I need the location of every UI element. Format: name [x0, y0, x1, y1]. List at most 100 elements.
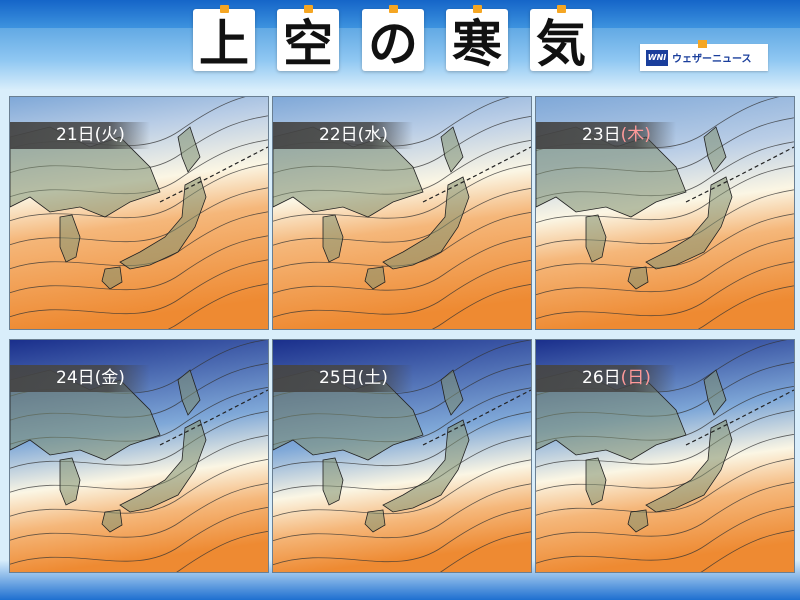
date-day: 22日	[319, 125, 358, 145]
land-mass	[59, 214, 81, 263]
boundary-line	[422, 146, 531, 203]
land-mass	[322, 214, 344, 263]
date-label: 23日(木)	[536, 122, 676, 149]
pin-icon	[220, 5, 229, 13]
isotherm-line	[10, 259, 268, 318]
land-mass	[645, 419, 733, 513]
title-char: 空	[277, 5, 339, 73]
boundary-line	[159, 146, 268, 203]
date-weekday: (火)	[94, 125, 125, 145]
isotherm-line	[536, 409, 794, 468]
title-char: 上	[193, 5, 255, 73]
land-mass	[703, 126, 727, 173]
pin-icon	[304, 5, 313, 13]
isotherm-line	[700, 529, 794, 572]
isotherm-line	[10, 235, 268, 294]
land-mass	[585, 214, 607, 263]
land-mass	[440, 369, 464, 416]
boundary-line	[685, 389, 794, 446]
land-mass	[101, 266, 123, 290]
pin-icon	[557, 5, 566, 13]
forecast-map-panel: 24日(金)	[9, 339, 269, 573]
isotherm-line	[536, 237, 794, 296]
isotherm-line	[273, 507, 531, 566]
pin-icon	[473, 5, 482, 13]
land-mass	[645, 176, 733, 270]
land-mass	[101, 509, 123, 533]
date-day: 25日	[319, 368, 358, 388]
forecast-map-panel: 22日(水)	[272, 96, 532, 330]
isotherm-line	[273, 235, 531, 294]
date-label: 22日(水)	[273, 122, 413, 149]
brand-badge: WNI ウェザーニュース	[640, 40, 768, 71]
title-char: の	[362, 5, 424, 73]
isotherm-line	[273, 483, 531, 542]
land-mass	[177, 369, 201, 416]
land-mass	[364, 509, 386, 533]
land-mass	[177, 126, 201, 173]
isotherm-line	[10, 458, 268, 517]
date-label: 24日(金)	[10, 365, 150, 392]
isotherm-line	[167, 283, 268, 329]
forecast-map-panel: 26日(日)	[535, 339, 795, 573]
isotherm-line	[536, 261, 794, 320]
land-mass	[59, 457, 81, 506]
date-weekday: (金)	[94, 368, 125, 388]
land-mass	[119, 419, 207, 513]
isotherm-line	[10, 410, 268, 469]
title-char-text: 寒	[452, 15, 502, 73]
title-char-text: 気	[536, 15, 586, 73]
land-mass	[364, 266, 386, 290]
date-weekday: (木)	[620, 125, 651, 145]
land-mass	[382, 176, 470, 270]
isotherm-line	[536, 165, 794, 224]
boundary-line	[159, 389, 268, 446]
title-char: 寒	[446, 5, 508, 73]
date-label: 26日(日)	[536, 365, 676, 392]
isotherm-line	[273, 411, 531, 470]
boundary-line	[685, 146, 794, 203]
date-day: 23日	[582, 125, 621, 145]
date-day: 24日	[56, 368, 95, 388]
isotherm-line	[10, 163, 268, 222]
isotherm-line	[10, 211, 268, 270]
wni-logo-icon: WNI	[646, 49, 668, 66]
land-mass	[440, 126, 464, 173]
title-char-text: の	[368, 15, 418, 73]
date-day: 21日	[56, 125, 95, 145]
isotherm-line	[536, 505, 794, 564]
title-char: 気	[530, 5, 592, 73]
isotherm-line	[697, 285, 794, 329]
isotherm-line	[273, 163, 531, 222]
isotherm-line	[10, 482, 268, 541]
date-weekday: (水)	[357, 125, 388, 145]
isotherm-line	[536, 213, 794, 272]
date-label: 21日(火)	[10, 122, 150, 149]
title-char-text: 空	[283, 15, 333, 73]
land-mass	[119, 176, 207, 270]
title-char-text: 上	[199, 15, 249, 73]
pin-icon	[389, 5, 398, 13]
isotherm-line	[536, 457, 794, 516]
land-mass	[322, 457, 344, 506]
land-mass	[382, 419, 470, 513]
isotherm-line	[439, 531, 531, 572]
land-mass	[627, 266, 649, 290]
isotherm-line	[175, 530, 268, 572]
land-mass	[627, 509, 649, 533]
forecast-map-panel: 23日(木)	[535, 96, 795, 330]
isotherm-line	[431, 283, 531, 329]
isotherm-line	[273, 459, 531, 518]
date-label: 25日(土)	[273, 365, 413, 392]
forecast-map-panel: 25日(土)	[272, 339, 532, 573]
isotherm-line	[536, 481, 794, 540]
land-mass	[703, 369, 727, 416]
isotherm-line	[273, 211, 531, 270]
land-mass	[585, 457, 607, 506]
date-weekday: (日)	[620, 368, 651, 388]
brand-name: ウェザーニュース	[672, 54, 752, 65]
date-day: 26日	[582, 368, 621, 388]
boundary-line	[422, 389, 531, 446]
forecast-map-panel: 21日(火)	[9, 96, 269, 330]
isotherm-line	[273, 259, 531, 318]
